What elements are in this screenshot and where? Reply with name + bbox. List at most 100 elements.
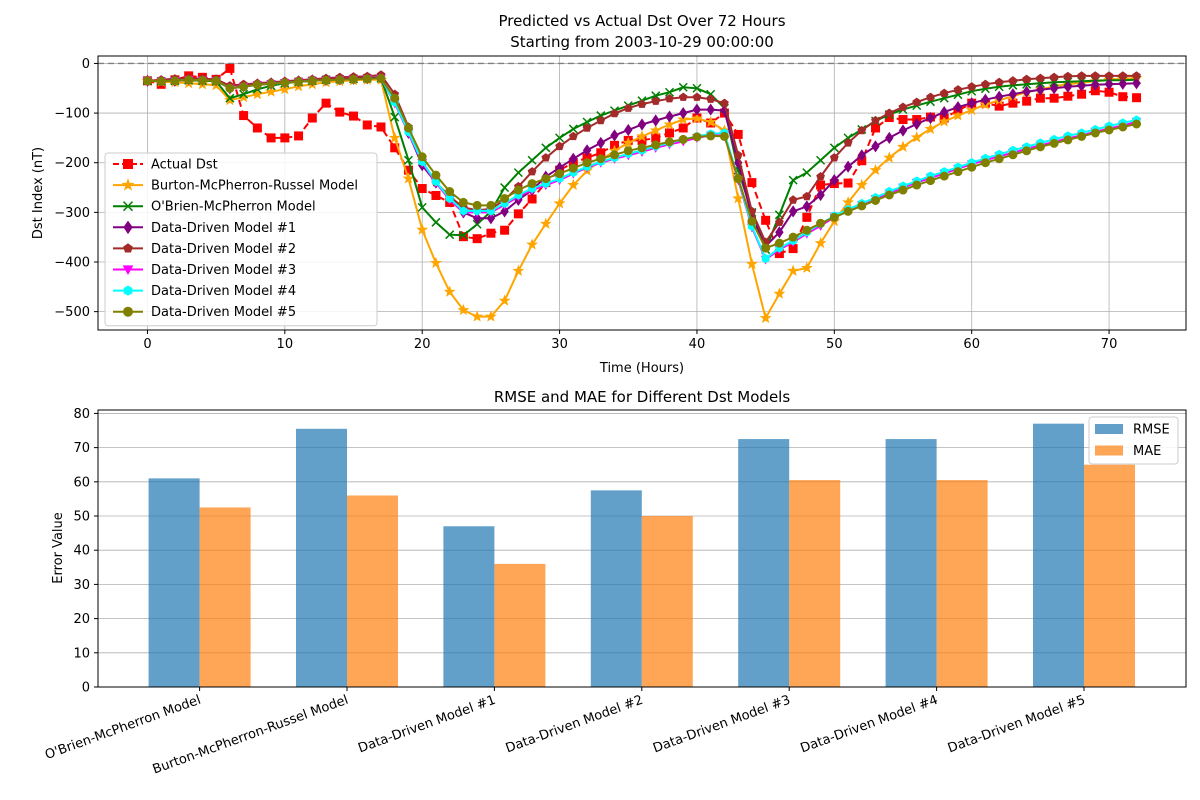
data-point-dd5: [1035, 142, 1045, 152]
data-point-dd5: [321, 75, 331, 85]
data-point-actual: [802, 212, 812, 222]
data-point-burton: [800, 261, 813, 273]
legend-label-obrien: O'Brien-McPherron Model: [151, 200, 316, 215]
data-point-actual: [733, 129, 743, 139]
data-point-dd5: [500, 193, 510, 203]
line-chart-xtick-label: 30: [551, 337, 568, 352]
data-point-obrien: [527, 155, 537, 165]
bar-chart-ytick-label: 20: [73, 612, 90, 627]
data-point-dd5: [980, 158, 990, 168]
data-point-obrien: [225, 93, 235, 103]
data-point-dd5: [486, 200, 496, 210]
bar-mae: [494, 563, 546, 687]
legend-label-dd5: Data-Driven Model #5: [151, 305, 296, 320]
data-point-dd1: [967, 97, 976, 110]
data-point-burton: [965, 103, 978, 116]
bar-legend-swatch-rmse: [1095, 424, 1123, 434]
bar-chart-ytick-label: 70: [73, 441, 90, 456]
data-point-dd2: [912, 97, 922, 106]
line-chart-xtick-label: 10: [277, 337, 294, 352]
data-point-burton: [622, 136, 635, 148]
data-point-dd5: [1104, 125, 1114, 135]
data-point-dd5: [678, 134, 688, 144]
data-point-dd5: [857, 201, 867, 211]
line-chart-xtick-label: 50: [826, 337, 843, 352]
data-point-actual: [500, 225, 510, 235]
data-point-burton: [814, 236, 827, 249]
data-point-burton: [526, 238, 539, 250]
data-point-dd2: [1118, 71, 1128, 80]
bar-mae: [347, 495, 398, 687]
data-point-obrien: [458, 230, 468, 240]
data-point-dd5: [431, 170, 441, 180]
legend-label-dd4: Data-Driven Model #4: [151, 284, 296, 299]
bar-mae: [936, 480, 988, 687]
bar-chart-title: RMSE and MAE for Different Dst Models: [494, 388, 791, 406]
data-point-burton: [635, 130, 649, 142]
data-point-actual: [1063, 91, 1073, 101]
dst-line-chart: Predicted vs Actual Dst Over 72 Hours St…: [31, 12, 1187, 376]
data-point-dd5: [843, 206, 853, 216]
line-chart-ytick-label: −500: [54, 305, 90, 320]
data-point-burton: [484, 310, 497, 322]
data-point-dd5: [307, 76, 317, 86]
data-point-dd1: [775, 226, 784, 239]
data-point-dd5: [816, 218, 826, 228]
data-point-obrien: [513, 168, 523, 178]
data-point-dd5: [294, 77, 304, 87]
data-point-dd5: [623, 146, 633, 156]
data-point-dd5: [170, 76, 180, 86]
data-point-dd5: [458, 197, 468, 207]
data-point-dd5: [898, 185, 908, 195]
data-point-dd1: [692, 103, 702, 116]
data-point-dd2: [816, 171, 825, 181]
data-point-burton: [910, 131, 923, 143]
bar-chart-ytick-label: 60: [73, 475, 90, 490]
legend-marker-dd4: [123, 285, 133, 296]
data-point-actual: [1022, 96, 1032, 106]
data-point-actual: [280, 133, 290, 143]
data-point-dd2: [568, 131, 578, 141]
data-point-burton: [732, 192, 745, 204]
bar-chart-frame: [97, 409, 1187, 688]
data-point-actual: [472, 234, 482, 244]
line-chart-ytick-label: −300: [54, 206, 90, 221]
data-point-dd5: [362, 74, 372, 84]
series-dd5: [142, 73, 1142, 253]
data-point-dd2: [678, 92, 688, 101]
legend-marker-dd1: [123, 220, 133, 235]
data-point-dd5: [706, 131, 716, 141]
legend-label-dd1: Data-Driven Model #1: [151, 221, 296, 236]
data-point-dd1: [898, 124, 908, 137]
data-point-actual: [843, 178, 853, 188]
bar-mae: [199, 507, 251, 687]
data-point-dd2: [541, 153, 551, 162]
line-chart-xtick-label: 70: [1101, 337, 1118, 352]
bar-rmse: [738, 439, 790, 687]
data-point-dd5: [651, 140, 661, 150]
data-point-dd2: [1036, 73, 1045, 83]
data-point-obrien: [417, 202, 427, 212]
data-point-burton: [649, 124, 662, 136]
data-point-dd5: [472, 200, 482, 210]
data-point-burton: [471, 310, 484, 322]
data-point-dd5: [266, 79, 276, 89]
line-chart-xtick-label: 0: [143, 337, 151, 352]
data-point-dd1: [871, 140, 880, 153]
data-point-obrien: [829, 143, 839, 153]
data-point-dd2: [582, 123, 592, 132]
data-point-actual: [761, 215, 771, 225]
data-point-burton: [787, 264, 800, 276]
bar-chart-legend: RMSE MAE: [1088, 416, 1179, 465]
data-point-dd2: [1132, 71, 1141, 80]
data-point-dd5: [994, 154, 1004, 164]
legend-marker-obrien: [122, 201, 134, 212]
bar-chart-ytick-label: 80: [73, 407, 90, 422]
data-point-actual: [321, 98, 331, 108]
bar-rmse: [148, 478, 200, 687]
data-point-actual: [225, 63, 235, 73]
data-point-dd5: [555, 169, 565, 179]
data-point-dd5: [871, 195, 881, 205]
data-point-dd2: [1008, 76, 1018, 85]
